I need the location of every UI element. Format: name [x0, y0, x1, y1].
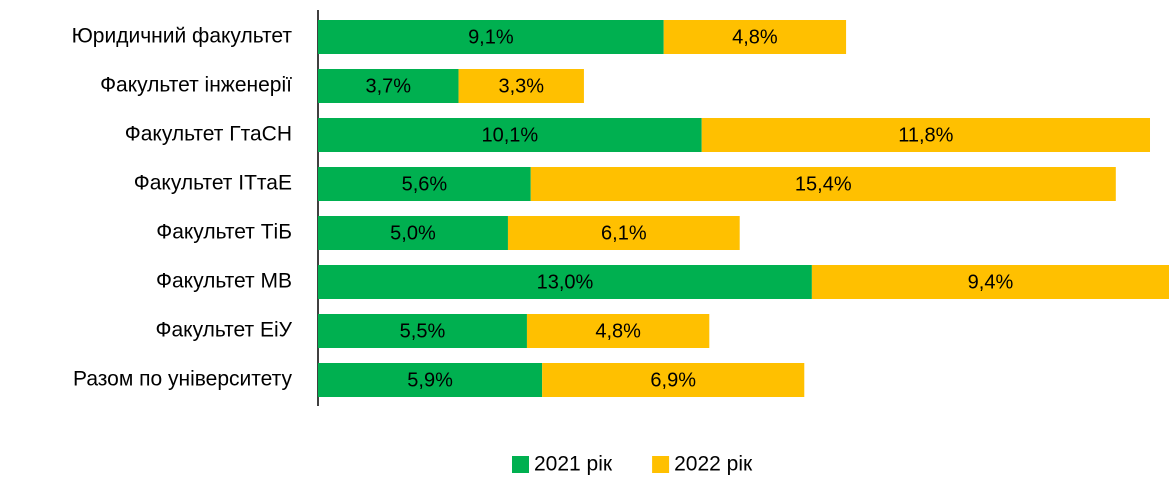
data-label: 3,3%: [498, 75, 544, 97]
data-label: 4,8%: [732, 26, 778, 48]
category-label: Юридичний факультет: [72, 25, 293, 48]
bar-segment: [318, 314, 527, 348]
bar-segment: [318, 363, 543, 397]
bar-segment: [542, 363, 805, 397]
category-label: Факультет ТіБ: [156, 221, 292, 244]
bar-segment: [318, 69, 459, 103]
legend-swatch: [652, 456, 670, 473]
bar-segment: [318, 118, 702, 152]
data-label: 9,4%: [968, 271, 1014, 293]
bar-segment: [318, 167, 531, 201]
data-label: 13,0%: [537, 271, 594, 293]
data-label: 6,9%: [650, 369, 696, 391]
bar-segment: [526, 314, 710, 348]
legend-swatch: [512, 456, 529, 473]
bar-segment: [530, 167, 1116, 201]
bar-segment: [318, 216, 508, 250]
data-label: 6,1%: [601, 222, 647, 244]
data-label: 5,9%: [407, 369, 453, 391]
bar-segment: [663, 20, 847, 54]
category-label: Факультет ГтаСН: [125, 123, 292, 146]
category-label: Факультет ІТтаЕ: [134, 172, 292, 195]
bar-segment: [701, 118, 1151, 152]
category-label: Факультет МВ: [156, 270, 292, 293]
category-label: Факультет ЕіУ: [156, 319, 293, 342]
data-label: 5,6%: [402, 173, 448, 195]
bar-segment: [811, 265, 1169, 299]
data-label: 5,0%: [390, 222, 436, 244]
legend-label: 2021 рік: [534, 453, 613, 476]
data-label: 15,4%: [795, 173, 852, 195]
data-label: 9,1%: [468, 26, 514, 48]
bar-segment: [507, 216, 740, 250]
data-label: 11,8%: [898, 124, 953, 146]
legend-label: 2022 рік: [674, 453, 753, 476]
category-label: Разом по університету: [73, 368, 292, 391]
data-label: 3,7%: [365, 75, 411, 97]
data-label: 5,5%: [400, 320, 446, 342]
bar-segment: [318, 20, 664, 54]
category-label: Факультет інженерії: [100, 74, 292, 97]
bar-segment: [318, 265, 812, 299]
bar-segment: [458, 69, 584, 103]
data-label: 10,1%: [481, 124, 538, 146]
data-label: 4,8%: [595, 320, 641, 342]
